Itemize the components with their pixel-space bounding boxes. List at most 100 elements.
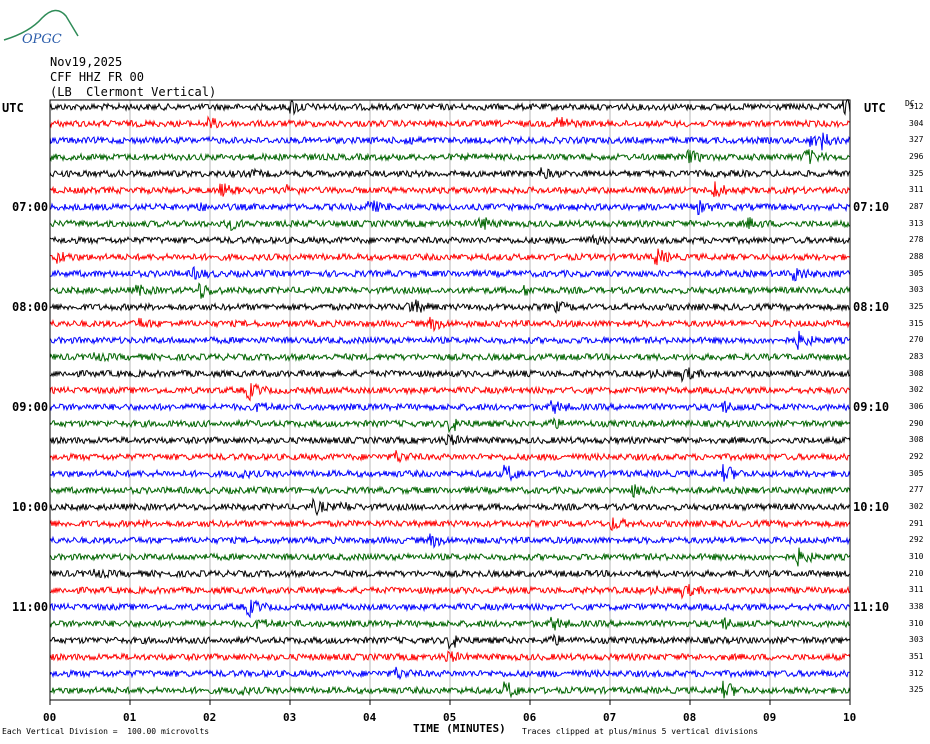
header-location: (LB Clermont Vertical) xyxy=(50,85,217,99)
x-tick-label: 02 xyxy=(203,711,217,724)
dc-value: 305 xyxy=(909,268,924,278)
dc-value: 327 xyxy=(909,135,924,145)
footer-clip-note: Traces clipped at plus/minus 5 vertical … xyxy=(522,727,759,736)
dc-value: 308 xyxy=(909,435,924,445)
dc-value: 325 xyxy=(909,168,924,178)
dc-value: 303 xyxy=(909,285,924,295)
dc-value: 210 xyxy=(909,568,924,578)
seismic-trace xyxy=(49,299,851,314)
dc-value: 291 xyxy=(909,518,924,528)
seismic-trace xyxy=(49,115,851,129)
seismic-trace xyxy=(49,650,851,663)
dc-value: 311 xyxy=(909,185,924,195)
dc-value: 325 xyxy=(909,685,924,695)
utc-label-left: UTC xyxy=(2,101,24,115)
dc-value: 310 xyxy=(909,552,924,561)
dc-value: 308 xyxy=(909,368,924,378)
x-tick-label: 00 xyxy=(43,711,57,724)
dc-value: 296 xyxy=(909,152,924,161)
dc-value: 351 xyxy=(909,652,924,661)
x-tick-label: 09 xyxy=(763,711,777,724)
dc-value: 292 xyxy=(909,452,924,461)
seismic-trace xyxy=(49,533,851,549)
right-time-label: 10:10 xyxy=(853,500,890,514)
seismic-trace xyxy=(49,616,851,631)
x-tick-label: 05 xyxy=(443,711,457,724)
seismic-trace xyxy=(49,316,851,333)
x-axis-ticks xyxy=(49,700,851,705)
seismic-trace xyxy=(49,680,851,699)
seismic-trace xyxy=(49,400,851,414)
left-time-label: 10:00 xyxy=(12,500,49,514)
utc-label-right: UTC xyxy=(864,101,886,115)
dc-value: 303 xyxy=(909,635,924,645)
seismic-trace xyxy=(49,167,851,180)
seismic-trace xyxy=(49,132,851,151)
right-time-label: 11:10 xyxy=(853,600,890,614)
x-axis-label: TIME (MINUTES) xyxy=(413,722,506,735)
opgc-logo: OPGC xyxy=(0,2,80,50)
seismic-trace xyxy=(49,547,851,567)
dc-value: 288 xyxy=(909,252,924,261)
dc-label: DC xyxy=(905,99,915,108)
seismic-trace xyxy=(49,181,851,198)
seismic-trace xyxy=(49,568,851,579)
dc-value: 283 xyxy=(909,352,924,361)
x-tick-label: 04 xyxy=(363,711,377,724)
seismic-trace xyxy=(49,484,851,498)
dc-value: 306 xyxy=(909,402,924,411)
seismic-trace xyxy=(49,416,851,434)
seismic-trace xyxy=(49,351,851,363)
seismic-trace xyxy=(49,99,851,116)
seismic-trace xyxy=(49,216,851,231)
seismic-trace xyxy=(49,200,851,216)
dc-value: 302 xyxy=(909,502,924,511)
seismic-trace xyxy=(49,367,851,384)
x-tick-label: 07 xyxy=(603,711,617,724)
dc-value: 287 xyxy=(909,202,924,211)
svg-text:OPGC: OPGC xyxy=(22,32,62,46)
seismic-traces xyxy=(49,99,851,699)
seismic-trace xyxy=(49,148,851,165)
seismic-trace xyxy=(49,382,851,402)
right-time-label: 07:10 xyxy=(853,200,890,214)
dc-value: 312 xyxy=(909,668,924,678)
header-date: Nov19,2025 xyxy=(50,55,123,69)
left-time-label: 09:00 xyxy=(12,400,49,414)
dc-value: 312 xyxy=(909,102,924,111)
right-time-label: 09:10 xyxy=(853,400,890,414)
seismic-trace xyxy=(49,450,851,464)
dc-value: 325 xyxy=(909,302,924,311)
dc-value: 315 xyxy=(909,318,924,328)
x-tick-label: 10 xyxy=(843,711,857,724)
right-time-label: 08:10 xyxy=(853,300,890,314)
left-time-label: 07:00 xyxy=(12,200,49,214)
dc-value: 277 xyxy=(909,485,924,495)
plot-grid xyxy=(129,100,771,700)
seismic-trace xyxy=(49,599,851,619)
seismic-trace xyxy=(49,233,851,246)
dc-value: 311 xyxy=(909,585,924,595)
x-tick-label: 03 xyxy=(283,711,297,724)
seismic-trace xyxy=(49,666,851,681)
dc-value: 304 xyxy=(909,118,924,128)
dc-value: 292 xyxy=(909,535,924,545)
seismic-trace xyxy=(49,584,851,600)
header-station: CFF HHZ FR 00 xyxy=(50,70,144,84)
dc-value: 278 xyxy=(909,235,924,245)
seismic-trace xyxy=(49,248,851,266)
dc-value: 302 xyxy=(909,385,924,395)
seismic-trace xyxy=(49,433,851,446)
seismic-trace xyxy=(49,464,851,482)
dc-value: 290 xyxy=(909,418,924,428)
left-time-label: 11:00 xyxy=(12,600,49,614)
seismic-trace xyxy=(49,265,851,282)
left-time-label: 08:00 xyxy=(12,300,49,314)
x-tick-label: 08 xyxy=(683,711,697,724)
seismic-trace xyxy=(49,497,851,517)
x-tick-label: 06 xyxy=(523,711,537,724)
dc-value: 313 xyxy=(909,218,924,228)
seismic-trace xyxy=(49,517,851,532)
seismic-trace xyxy=(49,282,851,299)
